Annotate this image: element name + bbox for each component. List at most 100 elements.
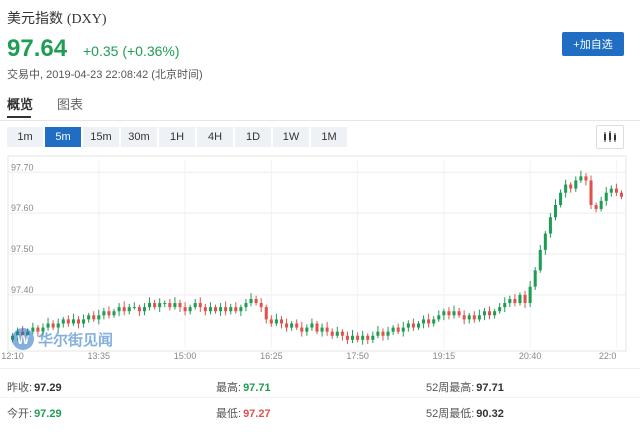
candle-body [559,192,563,205]
candle-body [188,307,192,312]
period-4h[interactable]: 4H [197,127,233,147]
candle-body [508,298,512,304]
instrument-title: 美元指数 (DXY) [7,8,107,28]
view-tabs: 概览 图表 [0,94,640,118]
watermark: W 华尔街见闻 [12,328,113,350]
candle-body [234,307,238,312]
candle-body [305,327,309,332]
candle-body [416,323,421,328]
candle-body [259,303,263,308]
candle-body [401,327,405,332]
candle-body [340,331,344,336]
candle-body [604,192,608,201]
candle-body [41,327,45,332]
candle-body [36,327,40,332]
tab-overview[interactable]: 概览 [7,97,34,112]
candle-body [523,294,527,304]
stats-divider [0,368,640,369]
candle-body [594,204,598,210]
price-chart[interactable]: 97.70 97.60 97.50 97.40 12:10 13:35 15:00 16:2… [0,152,640,367]
period-1d[interactable]: 1D [235,127,271,147]
candle-body [290,323,294,328]
candle-body [528,286,532,304]
candle-body [345,335,349,340]
x-tick-label: 15:00 [174,351,197,361]
candle-body [569,184,573,189]
stat-label: 最高: [216,382,242,394]
candle-body [335,331,339,336]
x-tick-label: 22:0 [599,351,617,361]
candle-body [350,335,355,340]
candle-body [208,307,212,312]
stat-52w-high: 52周最高: 97.71 [426,379,504,395]
candle-body [518,294,522,304]
candle-body [513,298,517,304]
candle-body [543,233,547,250]
candle-body [213,307,218,312]
y-tick-label: 97.60 [11,203,34,213]
candle-body [158,303,162,308]
stat-value: 97.71 [243,382,271,394]
candle-body [244,303,248,308]
candle-body [406,323,410,328]
add-to-watchlist-button[interactable]: +加自选 [562,32,624,56]
candle-body [153,303,157,308]
candle-body [411,323,415,328]
tab-chart[interactable]: 图表 [57,97,84,112]
x-tick-label: 12:10 [1,351,24,361]
candle-body [224,307,228,312]
candle-body [488,311,492,316]
candle-body [361,335,365,340]
candle-body [437,315,441,320]
y-tick-label: 97.50 [11,244,34,254]
tab-divider [0,120,640,121]
candle-body [46,323,50,328]
price-change: +0.35 (+0.36%) [83,43,180,59]
candle-body [533,270,537,287]
period-1h[interactable]: 1H [159,127,195,147]
candle-body [447,311,451,316]
x-axis-labels: 12:10 13:35 15:00 16:25 17:50 19:15 20:40 22:0 [1,351,616,361]
candle-body [274,319,278,324]
candle-body [229,307,233,312]
chart-type-button[interactable] [596,125,624,149]
period-1mo[interactable]: 1M [311,127,347,147]
watermark-text: 华尔街见闻 [38,330,114,349]
candle-body [396,327,400,332]
candle-body [503,303,507,308]
stat-value: 90.32 [476,408,504,420]
candle-body [203,307,207,312]
candle-body [376,331,380,336]
period-15m[interactable]: 15m [83,127,119,147]
candle-body [127,307,131,312]
candle-body [137,307,141,312]
candle-body [122,307,126,312]
candle-body [112,311,116,316]
x-tick-label: 20:40 [519,351,542,361]
y-tick-label: 97.70 [11,162,34,172]
candle-body [92,315,96,320]
candle-body [422,319,426,324]
candle-body [493,311,497,316]
candle-body [300,327,304,332]
period-5m[interactable]: 5m [45,127,81,147]
candle-body [320,327,324,332]
period-30m[interactable]: 30m [121,127,157,147]
candle-body [315,323,319,332]
stat-value: 97.29 [34,382,62,394]
wallstreetcn-logo-icon: W [12,328,34,350]
candle-body [107,311,111,316]
candle-body [219,307,223,312]
candle-body [553,204,558,218]
period-1m[interactable]: 1m [7,127,43,147]
candle-body [381,331,385,336]
chart-grid [8,160,626,348]
candle-body [295,323,299,328]
candle-body [589,180,593,205]
candle-body [452,311,456,316]
period-1w[interactable]: 1W [273,127,309,147]
candle-body [442,311,446,316]
candle-body [386,331,390,336]
candle-body [264,307,268,320]
candle-body [457,311,461,316]
